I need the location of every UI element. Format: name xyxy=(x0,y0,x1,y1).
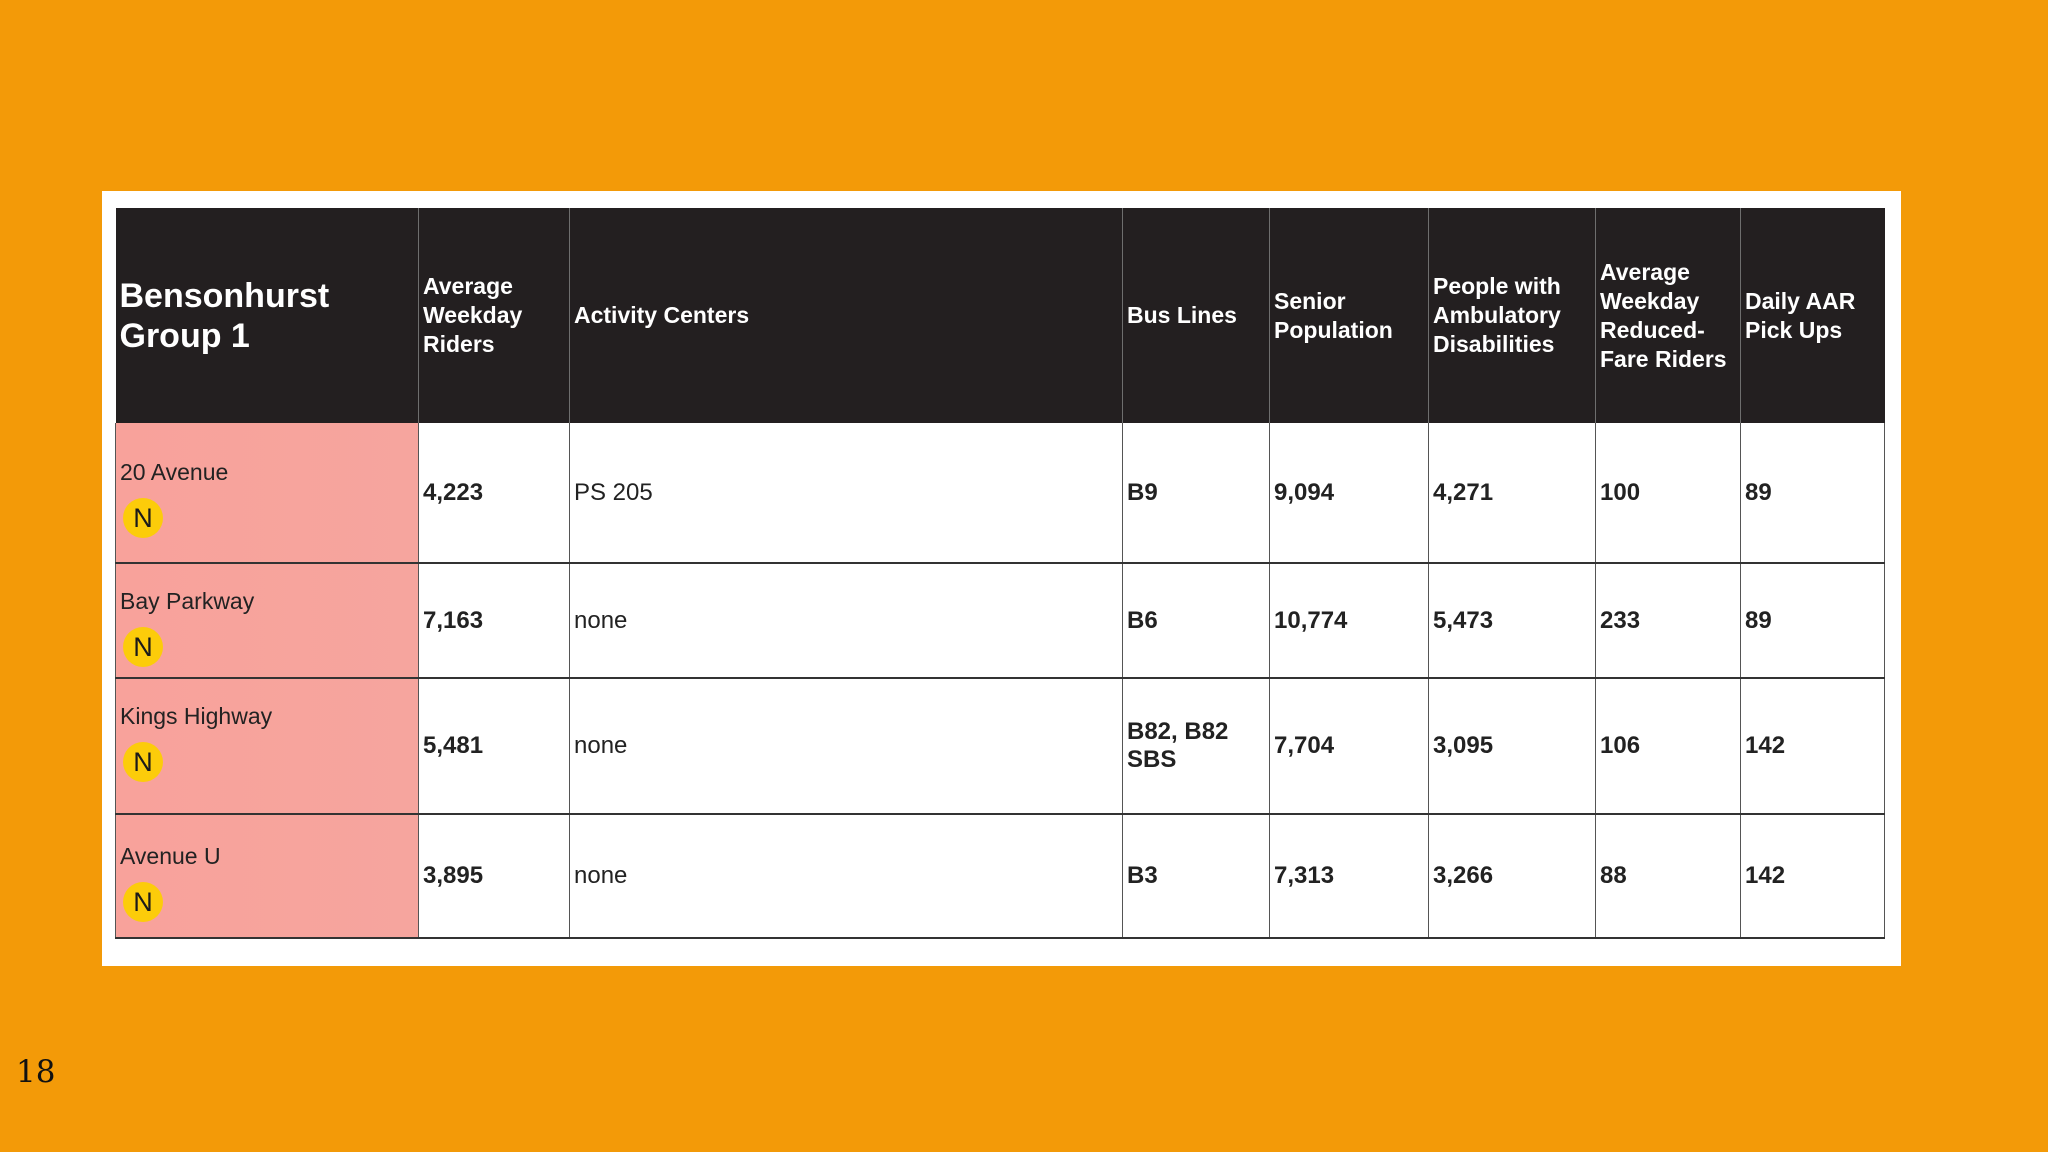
riders-cell: 3,895 xyxy=(418,814,570,939)
senior-cell: 7,313 xyxy=(1269,814,1429,939)
header-senior-population: Senior Population xyxy=(1269,208,1429,423)
n-line-icon: N xyxy=(123,498,163,538)
station-cell: Kings Highway N xyxy=(115,678,419,815)
station-name: Bay Parkway xyxy=(120,588,255,614)
aar-cell: 89 xyxy=(1740,423,1885,564)
activity-cell: none xyxy=(569,678,1123,815)
header-daily-aar-pickups: Daily AAR Pick Ups xyxy=(1740,208,1885,423)
senior-cell: 7,704 xyxy=(1269,678,1429,815)
table-card: Bensonhurst Group 1 Average Weekday Ride… xyxy=(102,191,1901,966)
riders-cell: 5,481 xyxy=(418,678,570,815)
aar-cell: 89 xyxy=(1740,563,1885,679)
reduced-fare-cell: 88 xyxy=(1595,814,1741,939)
header-group-title: Bensonhurst Group 1 xyxy=(115,208,419,423)
header-activity-centers: Activity Centers xyxy=(569,208,1123,423)
header-ambulatory-disabilities: People with Ambulatory Disabilities xyxy=(1428,208,1596,423)
station-cell: 20 Avenue N xyxy=(115,423,419,564)
senior-cell: 9,094 xyxy=(1269,423,1429,564)
riders-cell: 7,163 xyxy=(418,563,570,679)
stations-table: Bensonhurst Group 1 Average Weekday Ride… xyxy=(115,208,1885,939)
reduced-fare-cell: 106 xyxy=(1595,678,1741,815)
ambulatory-cell: 4,271 xyxy=(1428,423,1596,564)
station-name: 20 Avenue xyxy=(120,459,229,485)
station-cell: Avenue U N xyxy=(115,814,419,939)
n-line-icon: N xyxy=(123,742,163,782)
table-header-row: Bensonhurst Group 1 Average Weekday Ride… xyxy=(115,208,1885,423)
aar-cell: 142 xyxy=(1740,814,1885,939)
station-cell: Bay Parkway N xyxy=(115,563,419,679)
bus-cell: B3 xyxy=(1122,814,1270,939)
header-reduced-fare-riders: Average Weekday Reduced-Fare Riders xyxy=(1595,208,1741,423)
bus-cell: B9 xyxy=(1122,423,1270,564)
activity-cell: PS 205 xyxy=(569,423,1123,564)
activity-cell: none xyxy=(569,563,1123,679)
reduced-fare-cell: 100 xyxy=(1595,423,1741,564)
ambulatory-cell: 5,473 xyxy=(1428,563,1596,679)
table-row: 20 Avenue N 4,223 PS 205 B9 9,094 4,271 … xyxy=(115,423,1885,564)
ambulatory-cell: 3,266 xyxy=(1428,814,1596,939)
bus-cell: B6 xyxy=(1122,563,1270,679)
senior-cell: 10,774 xyxy=(1269,563,1429,679)
table-row: Avenue U N 3,895 none B3 7,313 3,266 88 … xyxy=(115,814,1885,939)
riders-cell: 4,223 xyxy=(418,423,570,564)
station-name: Avenue U xyxy=(120,843,221,869)
header-bus-lines: Bus Lines xyxy=(1122,208,1270,423)
n-line-icon: N xyxy=(123,627,163,667)
station-name: Kings Highway xyxy=(120,703,273,729)
reduced-fare-cell: 233 xyxy=(1595,563,1741,679)
activity-cell: none xyxy=(569,814,1123,939)
n-line-icon: N xyxy=(123,882,163,922)
header-average-weekday-riders: Average Weekday Riders xyxy=(418,208,570,423)
aar-cell: 142 xyxy=(1740,678,1885,815)
table-row: Bay Parkway N 7,163 none B6 10,774 5,473… xyxy=(115,563,1885,679)
ambulatory-cell: 3,095 xyxy=(1428,678,1596,815)
page-number: 18 xyxy=(16,1054,56,1090)
table-row: Kings Highway N 5,481 none B82, B82 SBS … xyxy=(115,678,1885,815)
bus-cell: B82, B82 SBS xyxy=(1122,678,1270,815)
